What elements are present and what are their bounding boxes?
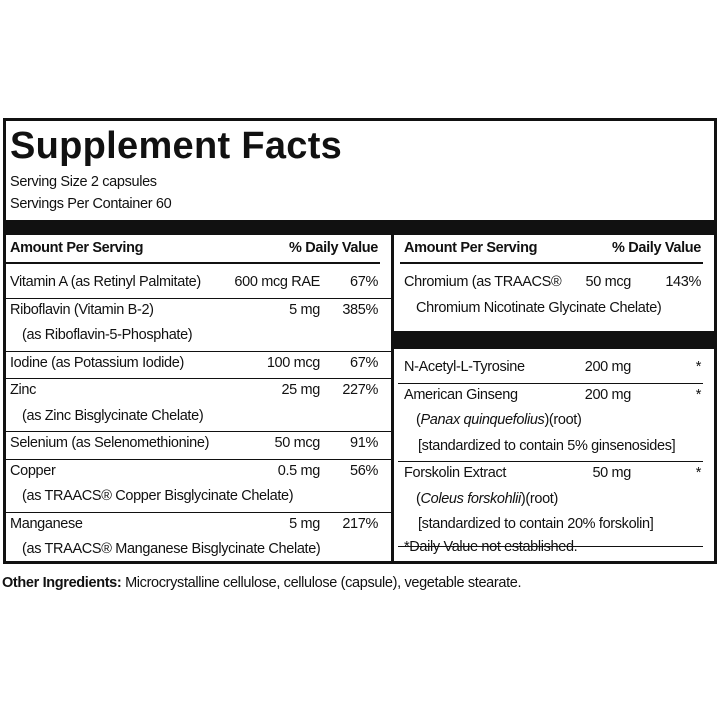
amount: 100 mcg: [266, 354, 321, 371]
sub-text: [standardized to contain 5% ginsenosides…: [418, 437, 676, 454]
header-amount: Amount Per Serving: [404, 240, 538, 256]
rule: [6, 297, 391, 299]
title: Supplement Facts: [10, 125, 343, 167]
other-label: Other Ingredients:: [2, 575, 122, 591]
rule: [398, 545, 703, 547]
daily-value: 91%: [350, 435, 378, 451]
sub-line: (Coleus forskohlii)(root): [416, 489, 558, 509]
rule: [398, 461, 703, 462]
nutrient-name: American Ginseng: [404, 386, 518, 403]
amount: 50 mcg: [585, 274, 632, 290]
sub-line: (as Zinc Bisglycinate Chelate): [22, 406, 204, 426]
sub-text: Panax quinquefolius: [420, 412, 545, 428]
rule: [6, 262, 380, 264]
column-divider: [391, 235, 394, 562]
box-right: [714, 118, 717, 564]
rule: [6, 378, 391, 379]
rule: [400, 262, 703, 264]
daily-value: *: [695, 386, 702, 403]
sub-text: (as TRAACS® Copper Bisglycinate Chelate): [22, 488, 294, 504]
rule: [6, 511, 391, 513]
daily-value: 56%: [350, 462, 378, 479]
nutrient-name: Zinc: [10, 382, 36, 398]
footnote: *Daily Value not established.: [404, 539, 578, 555]
header-dv: % Daily Value: [612, 240, 701, 256]
amount: 5 mg: [289, 515, 320, 532]
nutrient-name: Manganese: [10, 515, 83, 532]
sub-line: [standardized to contain 20% forskolin]: [418, 514, 654, 534]
sub-text: (as TRAACS® Manganese Bisglycinate Chela…: [22, 541, 321, 557]
amount: 0.5 mg: [277, 462, 321, 479]
sub-line: [standardized to contain 5% ginsenosides…: [418, 436, 676, 456]
rule: [398, 382, 703, 384]
other-ingredients: Other Ingredients: Microcrystalline cell…: [2, 573, 522, 593]
sub-text: )(root): [544, 412, 582, 428]
sub-text: Coleus forskohlii: [420, 490, 521, 507]
daily-value: 227%: [342, 382, 378, 398]
header-amount: Amount Per Serving: [10, 240, 144, 256]
sub-line: (Panax quinquefolius)(root): [416, 410, 582, 430]
amount: 600 mcg RAE: [234, 274, 320, 290]
sub-text: (: [416, 412, 421, 428]
amount: 50 mg: [592, 465, 631, 481]
daily-value: 385%: [342, 301, 378, 318]
rule: [6, 431, 391, 432]
header-dv: % Daily Value: [289, 240, 378, 256]
nutrient-name: Iodine (as Potassium Iodide): [10, 354, 184, 371]
daily-value: 67%: [350, 354, 378, 371]
sub-text: )(root): [520, 490, 558, 507]
box-left: [3, 118, 6, 564]
nutrient-name: Vitamin A (as Retinyl Palmitate): [10, 274, 201, 290]
sub-line: (as TRAACS® Manganese Bisglycinate Chela…: [22, 539, 321, 559]
rule: [394, 331, 714, 349]
sub-line: Chromium Nicotinate Glycinate Chelate): [416, 298, 662, 318]
box-top: [3, 118, 717, 121]
sub-line: (as Riboflavin-5-Phosphate): [22, 325, 193, 345]
amount: 5 mg: [289, 301, 320, 318]
serving-line: Servings Per Container 60: [10, 196, 172, 212]
daily-value: *: [695, 465, 702, 481]
amount: 50 mcg: [274, 435, 321, 451]
nutrient-name: N-Acetyl-L-Tyrosine: [404, 359, 525, 375]
daily-value: 67%: [350, 274, 378, 290]
amount: 200 mg: [584, 359, 632, 375]
sub-text: (as Riboflavin-5-Phosphate): [22, 327, 193, 343]
sub-text: (as Zinc Bisglycinate Chelate): [22, 407, 204, 424]
nutrient-name: Chromium (as TRAACS®: [404, 274, 562, 290]
nutrient-name: Forskolin Extract: [404, 465, 507, 481]
daily-value: 217%: [342, 515, 378, 532]
daily-value: *: [695, 359, 702, 375]
rule: [6, 350, 391, 352]
other-text: Microcrystalline cellulose, cellulose (c…: [121, 575, 522, 591]
daily-value: 143%: [665, 274, 701, 290]
box-bottom: [3, 561, 717, 564]
amount: 200 mg: [584, 386, 632, 403]
sub-text: (: [416, 490, 421, 507]
sub-text: Chromium Nicotinate Glycinate Chelate): [416, 299, 662, 316]
nutrient-name: Riboflavin (Vitamin B-2): [10, 301, 154, 318]
nutrient-name: Copper: [10, 462, 56, 479]
sub-line: (as TRAACS® Copper Bisglycinate Chelate): [22, 486, 294, 506]
amount: 25 mg: [281, 382, 320, 398]
nutrient-name: Selenium (as Selenomethionine): [10, 435, 210, 451]
rule: [6, 458, 391, 460]
sub-text: [standardized to contain 20% forskolin]: [418, 516, 654, 532]
serving-line: Serving Size 2 capsules: [10, 174, 157, 190]
thick-bar: [6, 220, 714, 235]
